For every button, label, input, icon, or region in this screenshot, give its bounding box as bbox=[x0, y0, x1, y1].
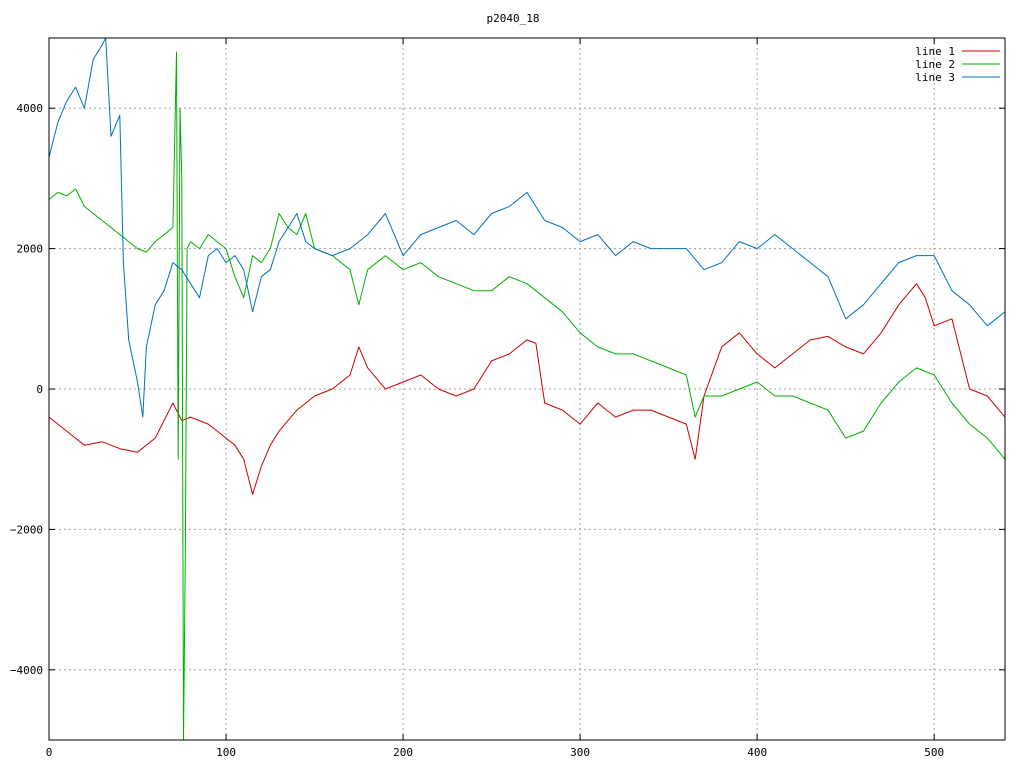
legend-label-2: line 2 bbox=[915, 58, 955, 71]
chart-title: p2040_18 bbox=[487, 12, 540, 25]
legend-label-3: line 3 bbox=[915, 71, 955, 84]
y-tick-label: −4000 bbox=[10, 664, 43, 677]
x-tick-label: 0 bbox=[46, 746, 53, 759]
x-tick-label: 400 bbox=[747, 746, 767, 759]
series-line-2 bbox=[49, 51, 1005, 740]
plot-frame bbox=[48, 37, 1006, 741]
legend-label-1: line 1 bbox=[915, 45, 955, 58]
y-tick-label: 0 bbox=[36, 383, 43, 396]
series-line-3 bbox=[49, 38, 1005, 418]
x-tick-label: 300 bbox=[570, 746, 590, 759]
x-tick-label: 100 bbox=[216, 746, 236, 759]
x-tick-label: 200 bbox=[393, 746, 413, 759]
series-group bbox=[49, 38, 1005, 740]
y-tick-label: 2000 bbox=[17, 243, 44, 256]
y-tick-label: −2000 bbox=[10, 523, 43, 536]
axis-ticks: 0 100 200 300 400 500 −4000 −2000 0 2000 4000 bbox=[10, 38, 1005, 759]
grid bbox=[49, 38, 1005, 740]
series-line-1 bbox=[49, 283, 1005, 495]
y-tick-label: 4000 bbox=[17, 102, 44, 115]
x-tick-label: 500 bbox=[924, 746, 944, 759]
